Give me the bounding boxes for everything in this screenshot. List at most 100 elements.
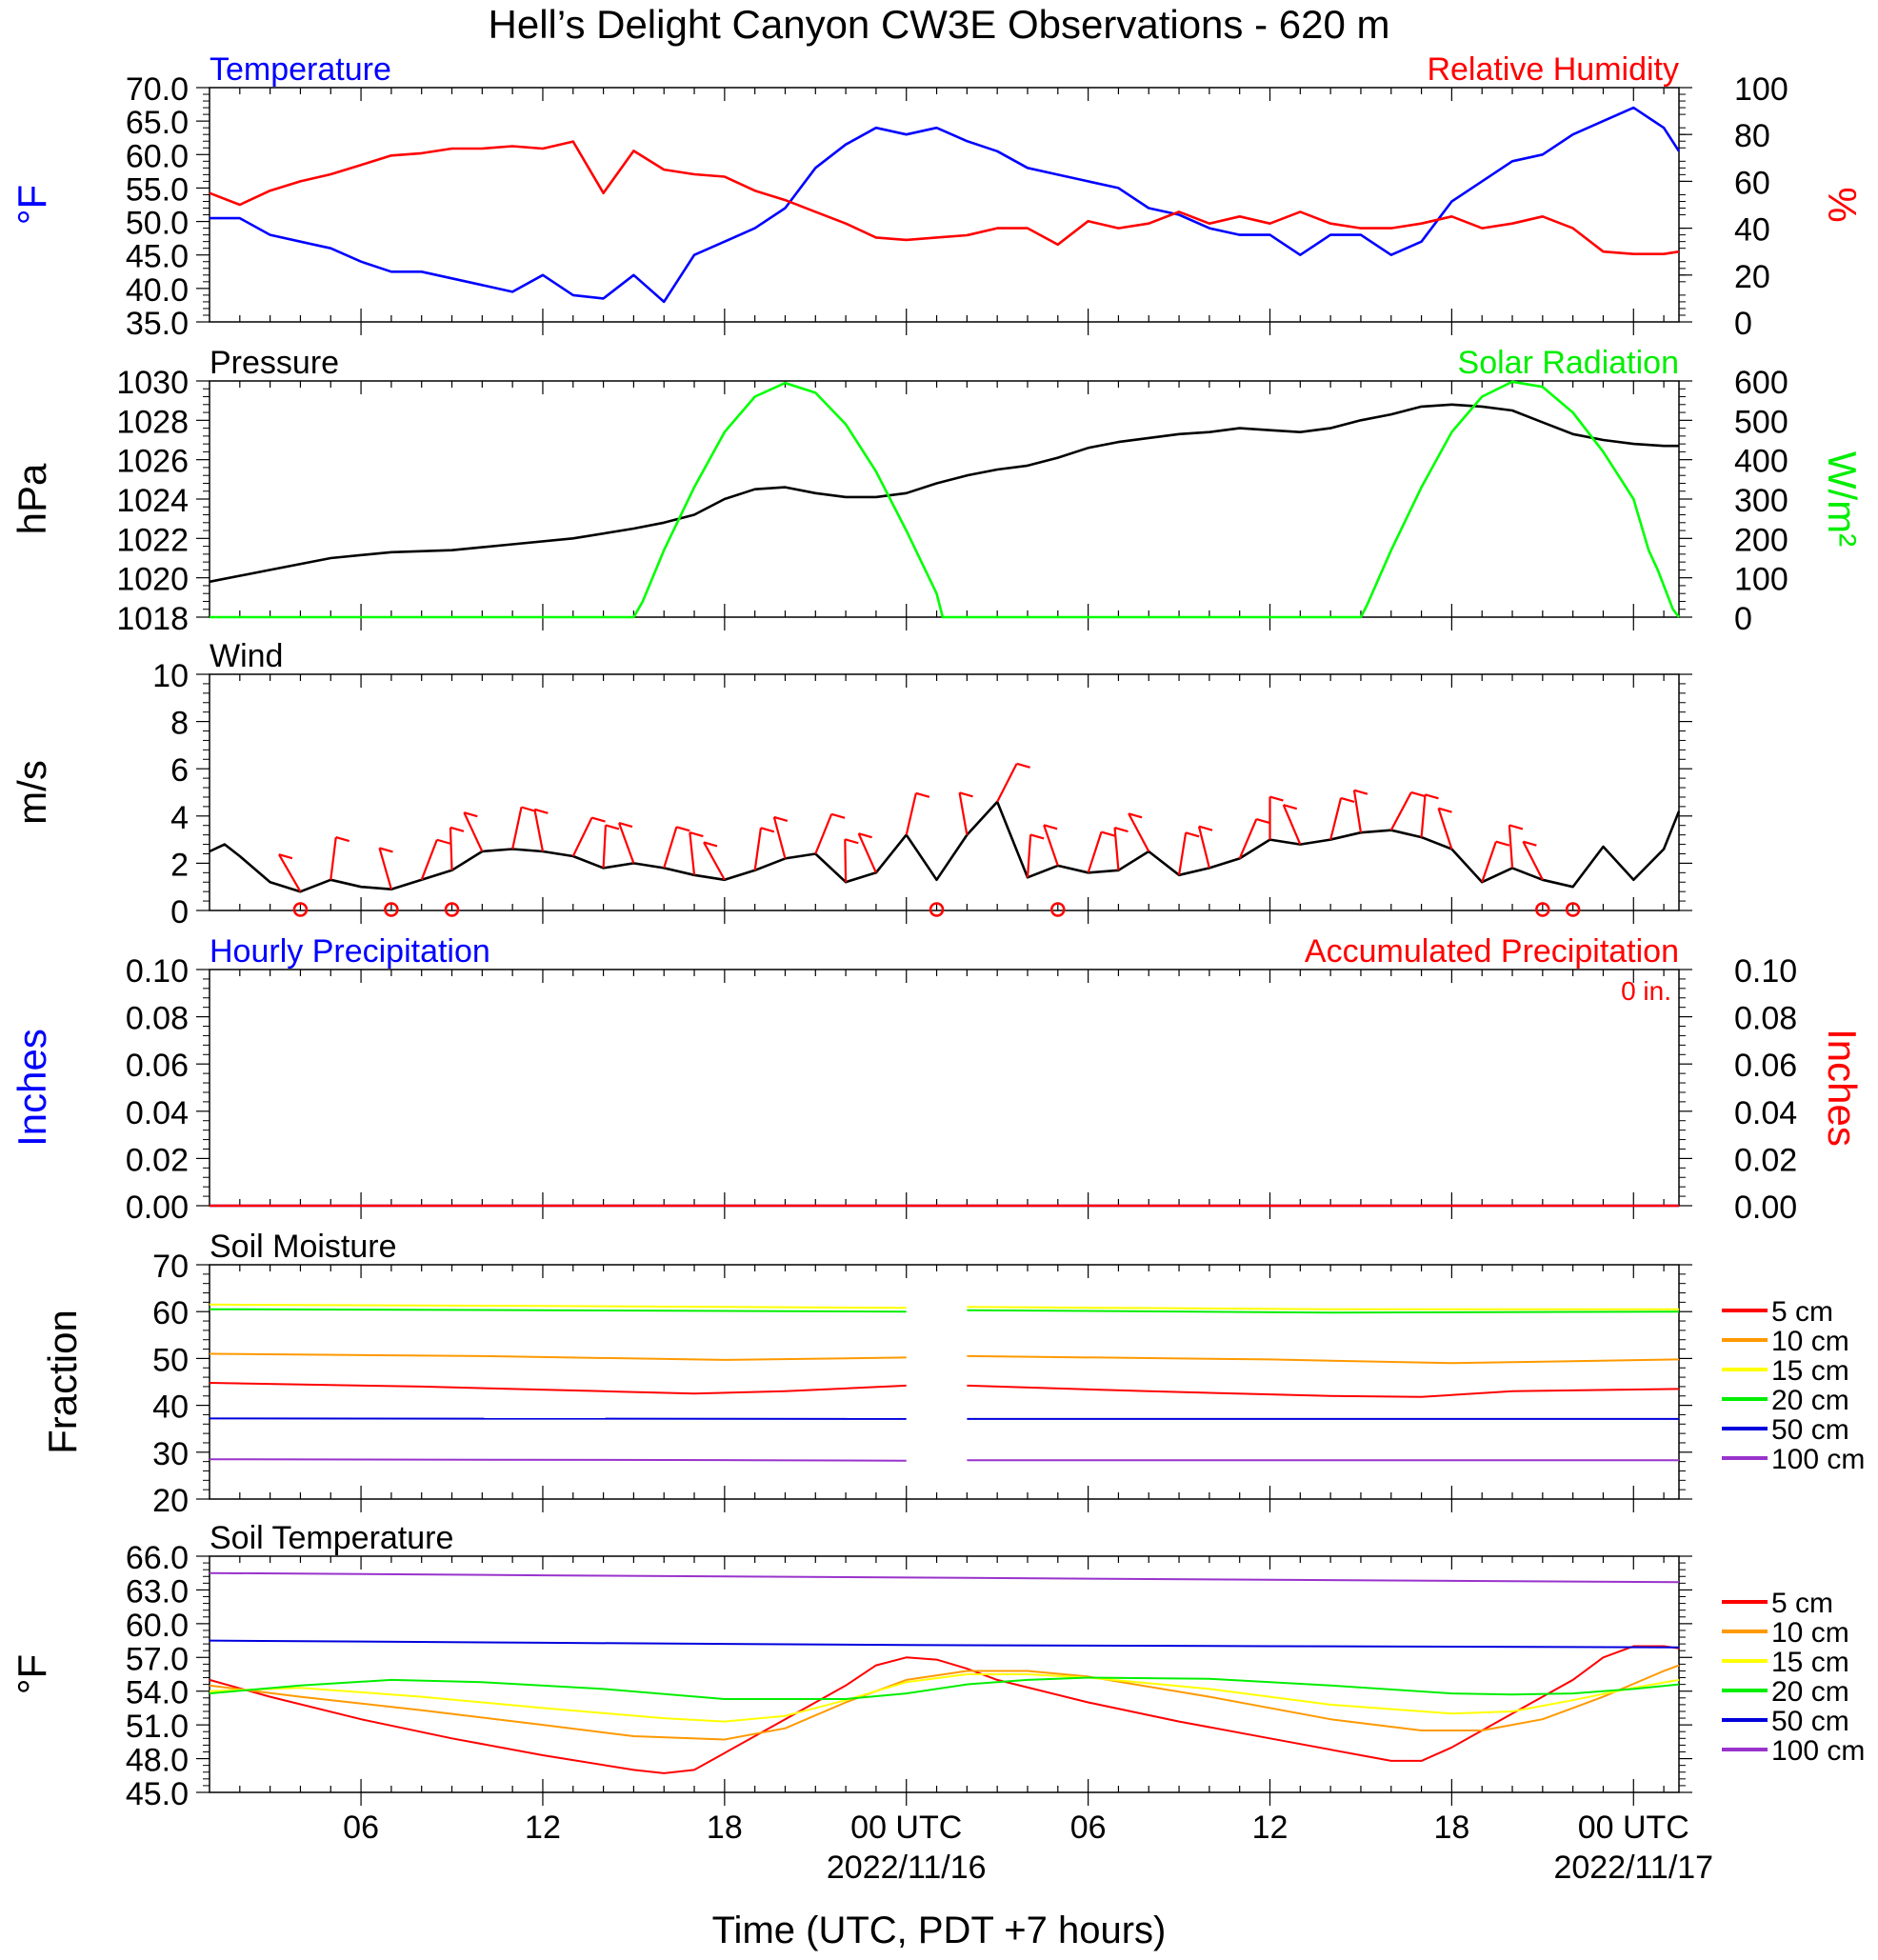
wind-barb — [617, 822, 635, 864]
wind-barb-flag — [1283, 804, 1298, 810]
y-axis-label-left: Fraction — [40, 1310, 85, 1454]
panel-title-left: Soil Moisture — [210, 1229, 397, 1265]
calm-wind-marker — [444, 902, 460, 917]
series-line-50cm — [209, 1639, 1680, 1649]
wind-barb-flag — [591, 816, 606, 823]
panel-soil-temperature: 45.048.051.054.057.060.063.066.0 Soil Tem… — [10, 1520, 1865, 1812]
y-tick-label-left: 2 — [170, 847, 189, 883]
legend-label: 15 cm — [1771, 1647, 1849, 1678]
wind-barb-flag — [1043, 824, 1058, 830]
series-line-100cm — [209, 1458, 907, 1462]
x-tick-label: 06 — [1070, 1810, 1107, 1846]
panel-soil-moisture: 20 30 40 50 60 70 Soil Moisture Fraction 5 cm10 … — [40, 1229, 1865, 1519]
y-tick-label-left: 20 — [152, 1483, 189, 1519]
y-axis-label-right: Inches — [1820, 1029, 1865, 1147]
wind-barb-flag — [676, 826, 690, 832]
y-tick-label-right: 200 — [1734, 522, 1788, 558]
y-tick-label-left: 55.0 — [126, 171, 189, 208]
wind-barb-flag — [436, 838, 451, 845]
y-tick-label-right: 0.10 — [1734, 953, 1797, 990]
wind-barb-flag — [1185, 831, 1200, 838]
panel-frame — [209, 87, 1680, 323]
y-tick-label-right: 60 — [1734, 165, 1770, 201]
y-tick-label-left: 6 — [170, 752, 189, 789]
y-tick-label-left: 54.0 — [126, 1675, 189, 1711]
wind-barb-flag — [278, 853, 293, 860]
calm-wind-marker — [1050, 902, 1066, 917]
x-tick-label: 00 UTC — [1578, 1810, 1689, 1846]
y-tick-label-left: 57.0 — [126, 1641, 189, 1677]
wind-barb-flag — [1114, 826, 1129, 833]
y-tick-label-left: 35.0 — [126, 306, 189, 342]
series-line-20cm — [209, 1676, 1680, 1700]
y-tick-label-right: 0 — [1734, 601, 1752, 637]
series-line-20cm — [967, 1309, 1680, 1314]
wind-barb — [1282, 804, 1302, 845]
series-line-humidity — [209, 140, 1680, 255]
panel-title-left: Wind — [210, 638, 283, 674]
wind-barb-flag — [845, 838, 859, 845]
series-line-10cm — [209, 1664, 1680, 1741]
panel-title-left: Temperature — [210, 51, 391, 88]
y-tick-label-left: 0.06 — [126, 1048, 189, 1084]
y-tick-label-left: 65.0 — [126, 105, 189, 141]
y-axis-label-left: m/s — [10, 760, 54, 825]
wind-barb — [844, 839, 848, 883]
wind-barb — [1177, 832, 1188, 875]
wind-barb-flag — [1425, 793, 1439, 800]
wind-barb-flag — [1128, 812, 1143, 819]
wind-barb — [378, 848, 392, 890]
calm-wind-marker — [1535, 902, 1550, 917]
x-tick-label: 18 — [707, 1810, 743, 1846]
panel-precipitation: 0.00 0.02 0.04 0.06 0.08 0.10 0.00 0.02 0.04 0.06… — [10, 933, 1865, 1226]
legend-label: 10 cm — [1771, 1326, 1849, 1357]
y-tick-label-left: 48.0 — [126, 1743, 189, 1779]
y-tick-label-right: 0.04 — [1734, 1095, 1797, 1131]
y-tick-label-right: 0 — [1734, 306, 1752, 342]
wind-barb — [277, 853, 302, 892]
wind-barb-flag — [1523, 840, 1537, 847]
y-tick-label-left: 60.0 — [126, 1608, 189, 1644]
wind-barb — [420, 839, 438, 881]
panel-frame — [209, 673, 1680, 911]
legend-label: 20 cm — [1771, 1676, 1849, 1708]
y-tick-label-right: 0.08 — [1734, 1001, 1797, 1037]
y-tick-label-left: 50 — [152, 1342, 189, 1378]
y-tick-label-left: 1028 — [116, 404, 189, 440]
legend-label: 5 cm — [1771, 1588, 1833, 1619]
series-line-solar — [210, 380, 1681, 619]
y-tick-label-right: 0.06 — [1734, 1048, 1797, 1084]
wind-barb-flag — [1016, 762, 1030, 769]
wind-barb — [905, 792, 917, 835]
wind-barb-flag — [959, 791, 973, 798]
y-tick-label-left: 1026 — [116, 444, 189, 480]
wind-barb — [753, 828, 763, 870]
y-tick-label-left: 50.0 — [126, 206, 189, 242]
wind-barb-flag — [605, 824, 620, 830]
y-tick-label-right: 0.02 — [1734, 1142, 1797, 1178]
y-tick-label-left: 70.0 — [126, 71, 189, 108]
panels: 35.040.045.050.055.060.065.070.002040608… — [10, 51, 1865, 1812]
series-line-50cm — [209, 1417, 907, 1420]
y-tick-label-left: 30 — [152, 1436, 189, 1472]
wind-barb — [703, 841, 726, 881]
wind-barb — [1329, 797, 1343, 840]
y-axis-label-right: % — [1820, 187, 1865, 222]
x-tick-label: 06 — [343, 1810, 379, 1846]
x-tick-label: 12 — [1252, 1810, 1289, 1846]
wind-barb — [533, 809, 545, 852]
wind-barb — [602, 825, 608, 869]
wind-barb — [689, 831, 696, 875]
y-tick-label-left: 1018 — [116, 601, 189, 637]
series-line-5cm — [967, 1384, 1680, 1398]
y-tick-label-left: 1020 — [116, 562, 189, 598]
series-line-10cm — [967, 1354, 1680, 1365]
wind-barb-flag — [1255, 817, 1270, 825]
wind-barb-flag — [830, 812, 846, 819]
wind-barb-flag — [915, 791, 930, 798]
y-tick-label-left: 70 — [152, 1249, 189, 1285]
wind-barb — [1437, 808, 1453, 850]
